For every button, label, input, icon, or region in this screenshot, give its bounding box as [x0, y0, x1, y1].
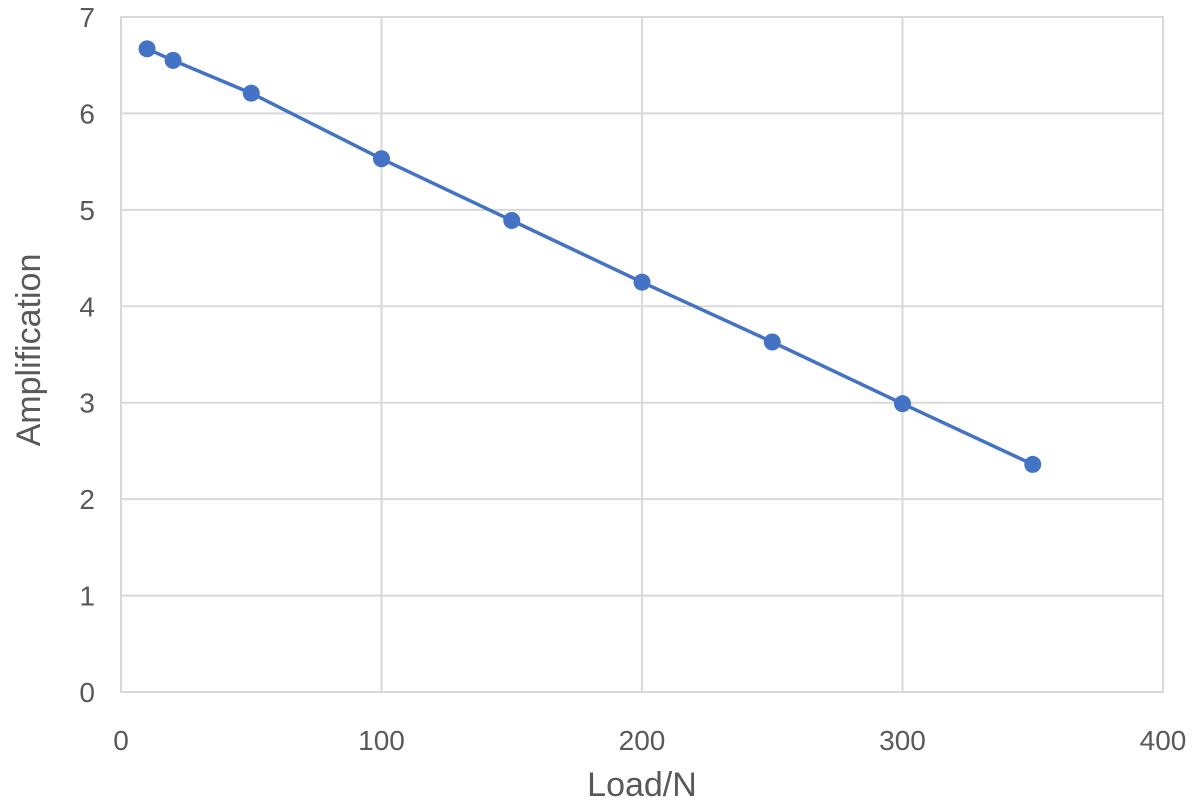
data-point — [633, 273, 651, 291]
y-axis-title: Amplification — [10, 254, 48, 447]
y-tick-label: 4 — [79, 291, 95, 322]
data-point — [164, 51, 182, 69]
tick-labels: 0 1 2 3 4 5 6 7 0 100 200 300 400 — [79, 2, 1186, 756]
x-tick-label: 100 — [358, 725, 405, 756]
series — [138, 40, 1042, 473]
grid — [120, 16, 1164, 693]
y-tick-label: 7 — [79, 2, 95, 33]
y-tick-label: 0 — [79, 677, 95, 708]
y-tick-label: 1 — [79, 581, 95, 612]
data-point — [138, 40, 156, 58]
x-tick-label: 0 — [113, 725, 129, 756]
y-tick-label: 2 — [79, 484, 95, 515]
data-point — [242, 84, 260, 102]
x-tick-label: 200 — [619, 725, 666, 756]
x-tick-label: 300 — [879, 725, 926, 756]
plot-area-border — [120, 16, 1164, 693]
data-point — [1024, 455, 1042, 473]
x-tick-label: 400 — [1140, 725, 1187, 756]
data-point — [503, 211, 521, 229]
x-axis-title: Load/N — [587, 766, 697, 804]
data-point — [373, 150, 390, 168]
y-tick-label: 6 — [79, 98, 95, 129]
y-tick-label: 3 — [79, 388, 95, 419]
data-point — [894, 395, 911, 413]
data-point — [763, 333, 781, 351]
y-tick-label: 5 — [79, 195, 95, 226]
